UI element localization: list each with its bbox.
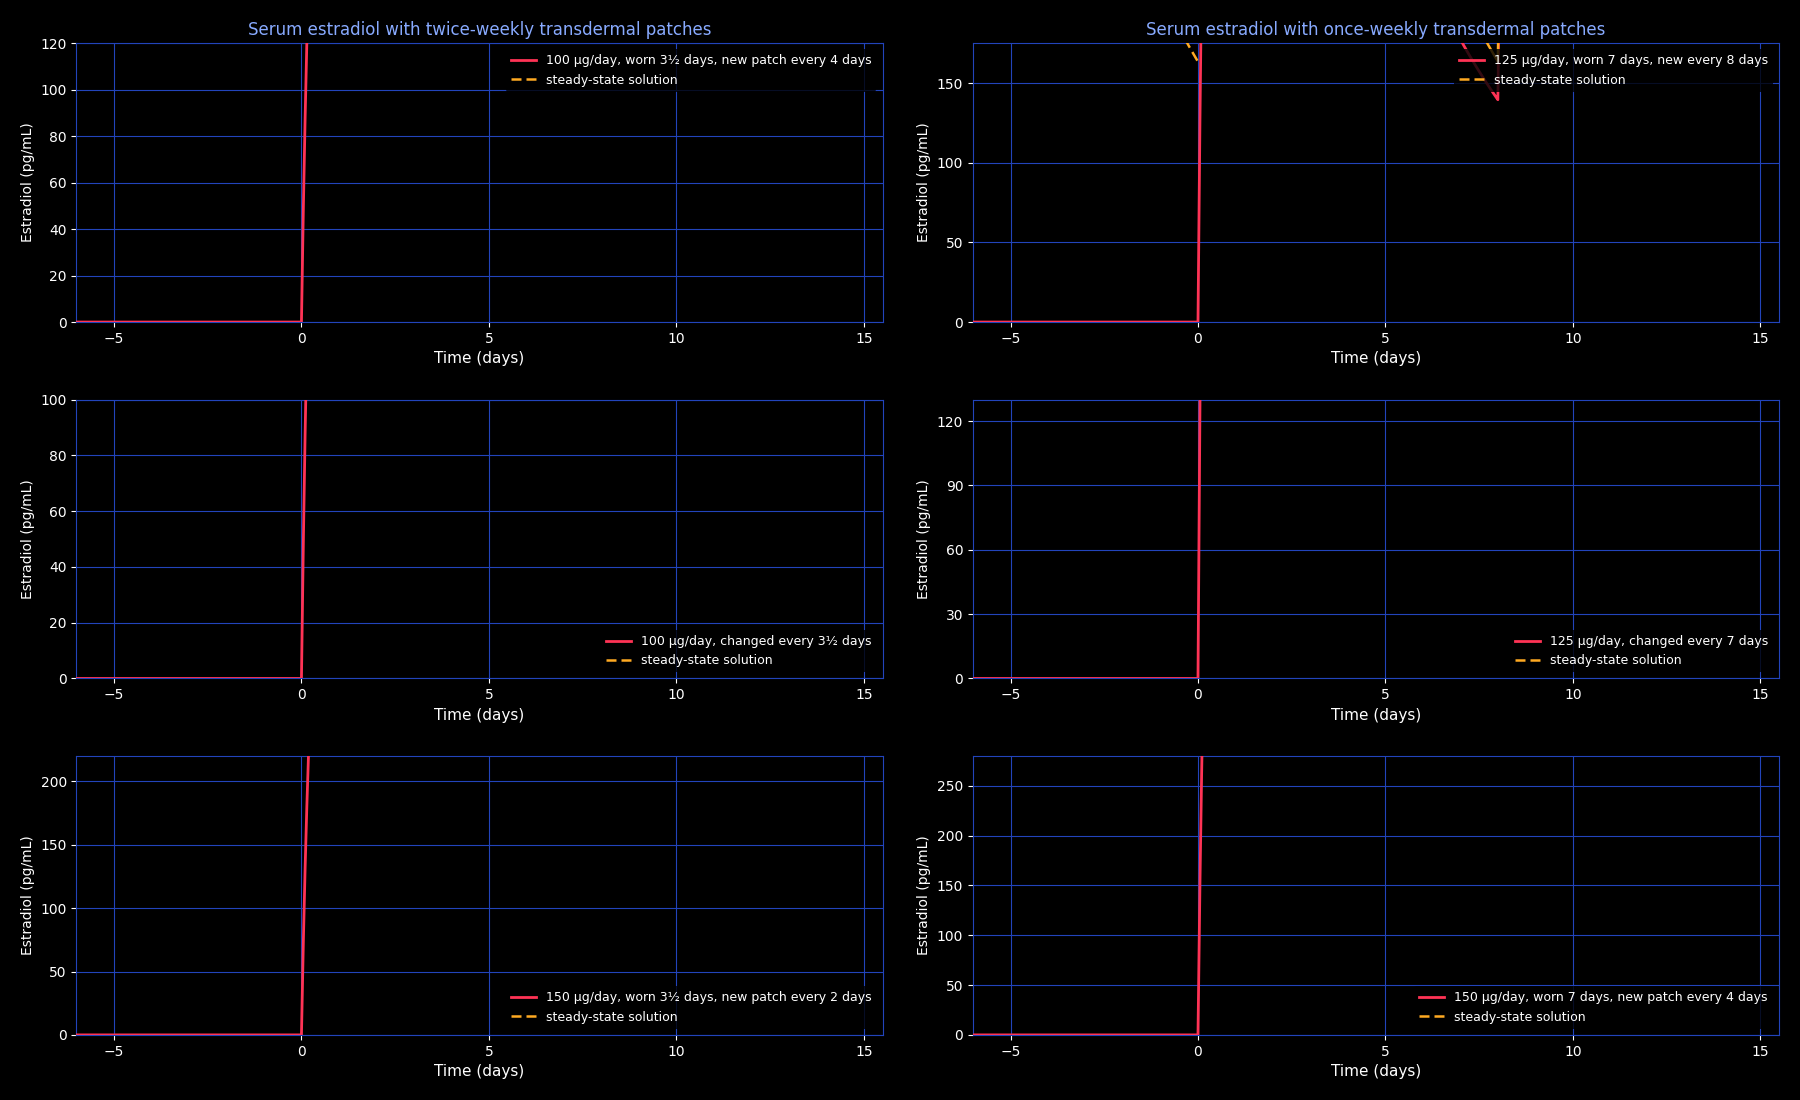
Y-axis label: Estradiol (pg/mL): Estradiol (pg/mL) — [22, 836, 34, 955]
Legend: 150 µg/day, worn 3½ days, new patch every 2 days, steady-state solution: 150 µg/day, worn 3½ days, new patch ever… — [506, 987, 877, 1028]
X-axis label: Time (days): Time (days) — [434, 707, 524, 723]
Legend: 100 µg/day, worn 3½ days, new patch every 4 days, steady-state solution: 100 µg/day, worn 3½ days, new patch ever… — [506, 50, 877, 91]
Legend: 125 µg/day, changed every 7 days, steady-state solution: 125 µg/day, changed every 7 days, steady… — [1510, 630, 1773, 672]
Y-axis label: Estradiol (pg/mL): Estradiol (pg/mL) — [918, 836, 931, 955]
Title: Serum estradiol with once-weekly transdermal patches: Serum estradiol with once-weekly transde… — [1147, 21, 1606, 38]
X-axis label: Time (days): Time (days) — [434, 1064, 524, 1079]
X-axis label: Time (days): Time (days) — [1330, 1064, 1422, 1079]
Legend: 150 µg/day, worn 7 days, new patch every 4 days, steady-state solution: 150 µg/day, worn 7 days, new patch every… — [1415, 987, 1773, 1028]
Legend: 125 µg/day, worn 7 days, new every 8 days, steady-state solution: 125 µg/day, worn 7 days, new every 8 day… — [1454, 50, 1773, 91]
Y-axis label: Estradiol (pg/mL): Estradiol (pg/mL) — [22, 123, 34, 242]
X-axis label: Time (days): Time (days) — [1330, 707, 1422, 723]
Y-axis label: Estradiol (pg/mL): Estradiol (pg/mL) — [918, 123, 931, 242]
Y-axis label: Estradiol (pg/mL): Estradiol (pg/mL) — [22, 480, 34, 598]
X-axis label: Time (days): Time (days) — [1330, 351, 1422, 366]
X-axis label: Time (days): Time (days) — [434, 351, 524, 366]
Title: Serum estradiol with twice-weekly transdermal patches: Serum estradiol with twice-weekly transd… — [248, 21, 711, 38]
Y-axis label: Estradiol (pg/mL): Estradiol (pg/mL) — [918, 480, 931, 598]
Legend: 100 µg/day, changed every 3½ days, steady-state solution: 100 µg/day, changed every 3½ days, stead… — [601, 630, 877, 672]
